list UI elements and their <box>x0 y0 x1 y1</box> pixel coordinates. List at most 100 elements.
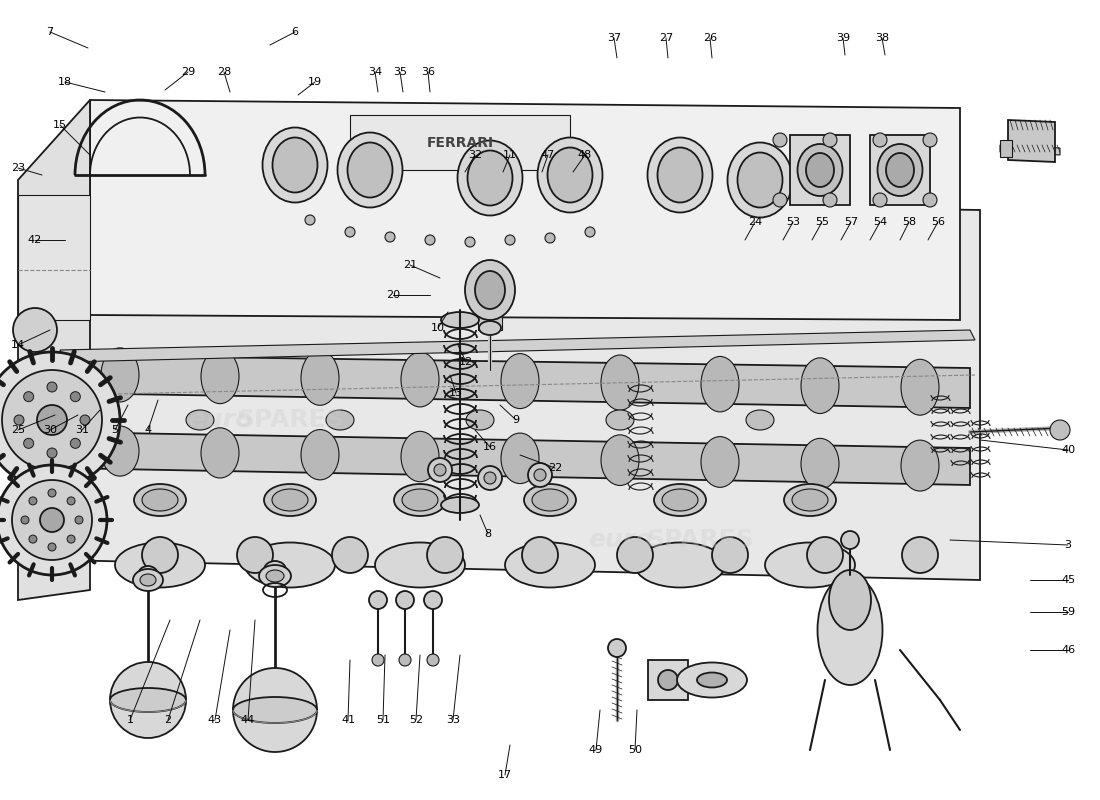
Ellipse shape <box>817 575 882 685</box>
Ellipse shape <box>500 354 539 409</box>
Ellipse shape <box>798 144 843 196</box>
Text: 39: 39 <box>836 33 850 43</box>
Text: 43: 43 <box>208 715 222 725</box>
Text: FERRARI: FERRARI <box>427 136 494 150</box>
Ellipse shape <box>901 440 939 491</box>
Text: SPARES: SPARES <box>646 528 754 552</box>
Text: 36: 36 <box>421 67 434 77</box>
Circle shape <box>399 654 411 666</box>
Circle shape <box>47 382 57 392</box>
Ellipse shape <box>264 484 316 516</box>
Ellipse shape <box>201 350 239 404</box>
Ellipse shape <box>233 697 317 723</box>
Ellipse shape <box>635 542 725 587</box>
Circle shape <box>48 489 56 497</box>
Text: 34: 34 <box>367 67 382 77</box>
Polygon shape <box>18 100 90 600</box>
Polygon shape <box>18 195 90 320</box>
Ellipse shape <box>697 673 727 687</box>
Ellipse shape <box>116 542 205 587</box>
Text: 21: 21 <box>403 260 417 270</box>
Circle shape <box>484 472 496 484</box>
Text: SPARES: SPARES <box>236 408 344 432</box>
Circle shape <box>534 469 546 481</box>
Ellipse shape <box>505 542 595 587</box>
Text: 44: 44 <box>241 715 255 725</box>
Polygon shape <box>60 355 970 408</box>
Text: 32: 32 <box>468 150 482 160</box>
Ellipse shape <box>764 542 855 587</box>
Ellipse shape <box>142 489 178 511</box>
Text: 59: 59 <box>1060 607 1075 617</box>
Ellipse shape <box>245 542 336 587</box>
Text: 2: 2 <box>164 715 172 725</box>
Ellipse shape <box>375 542 465 587</box>
Ellipse shape <box>465 260 515 320</box>
Text: 6: 6 <box>292 27 298 37</box>
Circle shape <box>13 308 57 352</box>
Polygon shape <box>790 135 850 205</box>
Text: 18: 18 <box>58 77 73 87</box>
Ellipse shape <box>548 147 593 202</box>
Bar <box>350 115 570 170</box>
Circle shape <box>37 405 67 435</box>
Ellipse shape <box>402 352 439 407</box>
Circle shape <box>305 215 315 225</box>
Circle shape <box>428 458 452 482</box>
Text: 57: 57 <box>844 217 858 227</box>
Text: 20: 20 <box>386 290 400 300</box>
Circle shape <box>528 463 552 487</box>
Text: 16: 16 <box>483 442 497 452</box>
Text: 58: 58 <box>902 217 916 227</box>
Ellipse shape <box>806 153 834 187</box>
Circle shape <box>712 537 748 573</box>
Polygon shape <box>55 195 980 580</box>
Text: 19: 19 <box>308 77 322 87</box>
Text: euro: euro <box>188 408 252 432</box>
Ellipse shape <box>901 359 939 415</box>
Ellipse shape <box>348 142 393 198</box>
Text: 41: 41 <box>341 715 355 725</box>
Circle shape <box>773 133 786 147</box>
Ellipse shape <box>676 662 747 698</box>
Ellipse shape <box>478 321 500 335</box>
Circle shape <box>396 591 414 609</box>
Polygon shape <box>648 660 688 700</box>
Ellipse shape <box>466 410 494 430</box>
Circle shape <box>608 639 626 657</box>
Text: 46: 46 <box>1060 645 1075 655</box>
Text: 28: 28 <box>217 67 231 77</box>
Text: 27: 27 <box>659 33 673 43</box>
Ellipse shape <box>524 484 576 516</box>
Circle shape <box>823 133 837 147</box>
Text: 25: 25 <box>11 425 25 435</box>
Ellipse shape <box>468 150 513 206</box>
Ellipse shape <box>701 357 739 412</box>
Ellipse shape <box>264 561 286 579</box>
Circle shape <box>923 133 937 147</box>
Circle shape <box>658 670 678 690</box>
Circle shape <box>29 535 37 543</box>
Text: 55: 55 <box>815 217 829 227</box>
Text: 53: 53 <box>786 217 800 227</box>
Circle shape <box>465 237 475 247</box>
Circle shape <box>522 537 558 573</box>
Text: 54: 54 <box>873 217 887 227</box>
Circle shape <box>842 531 859 549</box>
Ellipse shape <box>266 570 284 582</box>
Polygon shape <box>1008 120 1055 162</box>
Circle shape <box>617 537 653 573</box>
Text: 24: 24 <box>748 217 762 227</box>
Circle shape <box>0 352 120 488</box>
Ellipse shape <box>500 433 539 483</box>
Ellipse shape <box>737 153 782 207</box>
Ellipse shape <box>110 688 186 712</box>
Circle shape <box>427 654 439 666</box>
Circle shape <box>13 468 57 512</box>
Ellipse shape <box>441 312 478 328</box>
Ellipse shape <box>601 435 639 486</box>
Circle shape <box>823 193 837 207</box>
Circle shape <box>67 535 75 543</box>
Ellipse shape <box>301 430 339 480</box>
Circle shape <box>21 516 29 524</box>
